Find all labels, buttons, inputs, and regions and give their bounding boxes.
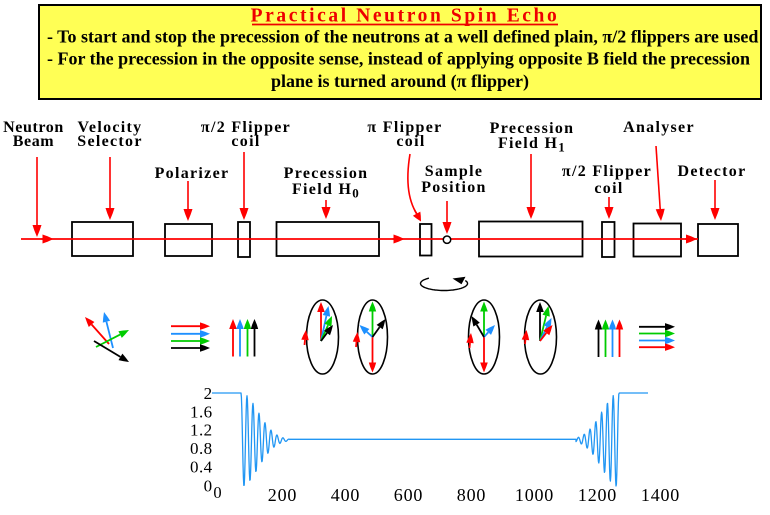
- svg-text:Field H1: Field H1: [498, 135, 566, 155]
- svg-text:Beam: Beam: [13, 133, 55, 150]
- svg-text:0: 0: [204, 477, 213, 496]
- svg-text:plane is turned around (π flip: plane is turned around (π flipper): [271, 71, 529, 92]
- svg-text:1000: 1000: [515, 485, 554, 505]
- svg-text:- To start and stop the preces: - To start and stop the precession of th…: [47, 27, 758, 47]
- svg-text:1.2: 1.2: [190, 421, 212, 440]
- svg-text:1400: 1400: [641, 485, 680, 505]
- svg-text:1200: 1200: [578, 485, 617, 505]
- svg-text:2: 2: [204, 384, 213, 403]
- svg-text:800: 800: [457, 485, 486, 505]
- svg-text:Position: Position: [421, 179, 487, 196]
- svg-text:600: 600: [394, 485, 423, 505]
- svg-text:- For the precession in the op: - For the precession in the opposite sen…: [47, 49, 750, 69]
- svg-text:Detector: Detector: [677, 163, 746, 180]
- svg-text:Polarizer: Polarizer: [155, 165, 230, 182]
- svg-text:coil: coil: [396, 133, 425, 150]
- svg-text:Analyser: Analyser: [623, 119, 695, 136]
- svg-text:Practical Neutron Spin Echo: Practical Neutron Spin Echo: [251, 6, 560, 27]
- svg-text:0.8: 0.8: [190, 439, 212, 458]
- svg-text:400: 400: [331, 485, 360, 505]
- svg-text:π/2 Flipper: π/2 Flipper: [562, 163, 652, 180]
- svg-text:1.6: 1.6: [190, 402, 212, 421]
- svg-text:Precession: Precession: [284, 165, 369, 182]
- svg-text:Field H0: Field H0: [292, 181, 360, 201]
- svg-text:200: 200: [268, 485, 297, 505]
- svg-text:coil: coil: [594, 180, 623, 197]
- svg-text:0: 0: [213, 483, 221, 502]
- svg-text:0.4: 0.4: [190, 457, 213, 476]
- svg-text:Sample: Sample: [425, 163, 483, 180]
- svg-text:Selector: Selector: [77, 133, 142, 150]
- svg-text:coil: coil: [231, 133, 260, 150]
